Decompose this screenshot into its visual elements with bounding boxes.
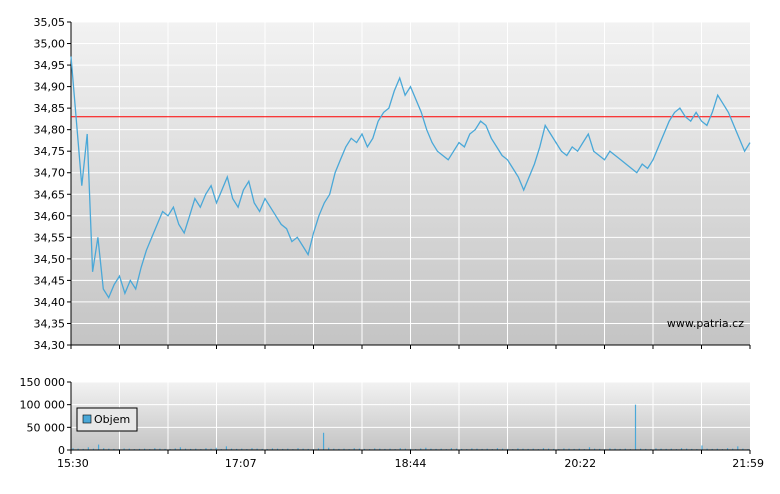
volume-y-axis: 0 50 000 100 000 150 000 — [20, 376, 71, 457]
volume-x-tick-label: 15:30 — [57, 457, 89, 470]
volume-y-tick-label: 50 000 — [27, 421, 66, 434]
legend-box — [76, 407, 138, 432]
price-y-tick-label: 34,35 — [34, 317, 66, 330]
price-y-tick-label: 34,45 — [34, 274, 66, 287]
price-y-tick-label: 34,30 — [34, 339, 66, 352]
price-x-tick-marks — [70, 345, 751, 349]
volume-y-tick-label: 100 000 — [20, 399, 66, 412]
legend-swatch — [82, 414, 92, 424]
price-y-tick-label: 34,60 — [34, 210, 66, 223]
price-y-tick-label: 35,00 — [34, 38, 66, 51]
price-grid — [71, 21, 750, 346]
price-panel: 34,30 34,35 34,40 34,45 34,50 34,55 34,60 34,65… — [34, 16, 751, 352]
volume-x-tick-label: 18:44 — [395, 457, 427, 470]
volume-y-tick-label: 150 000 — [20, 376, 66, 389]
price-y-tick-label: 34,80 — [34, 124, 66, 137]
price-y-tick-label: 34,70 — [34, 167, 66, 180]
price-y-tick-label: 34,55 — [34, 231, 66, 244]
price-y-tick-label: 34,90 — [34, 81, 66, 94]
price-y-tick-label: 34,95 — [34, 59, 66, 72]
price-y-tick-label: 34,50 — [34, 253, 66, 266]
price-y-tick-label: 34,75 — [34, 145, 66, 158]
volume-x-tick-label: 17:07 — [225, 457, 257, 470]
legend-label: Objem — [94, 413, 130, 426]
volume-x-tick-label: 21:59 — [732, 457, 764, 470]
price-series-line — [70, 56, 751, 300]
price-y-tick-label: 34,65 — [34, 188, 66, 201]
price-y-axis: 34,30 34,35 34,40 34,45 34,50 34,55 34,60 34,65… — [34, 16, 71, 352]
watermark-text: www.patria.cz — [667, 317, 744, 330]
volume-panel: 0 50 000 100 000 150 000 15:30 17:07 18:44 20:… — [20, 376, 765, 470]
volume-legend: Objem — [76, 407, 138, 432]
volume-x-axis: 15:30 17:07 18:44 20:22 21:59 — [57, 450, 764, 470]
price-y-tick-label: 34,40 — [34, 296, 66, 309]
price-y-tick-label: 35,05 — [34, 16, 66, 29]
price-y-tick-label: 34,85 — [34, 102, 66, 115]
volume-y-tick-label: 0 — [58, 444, 65, 457]
volume-x-tick-label: 20:22 — [564, 457, 596, 470]
